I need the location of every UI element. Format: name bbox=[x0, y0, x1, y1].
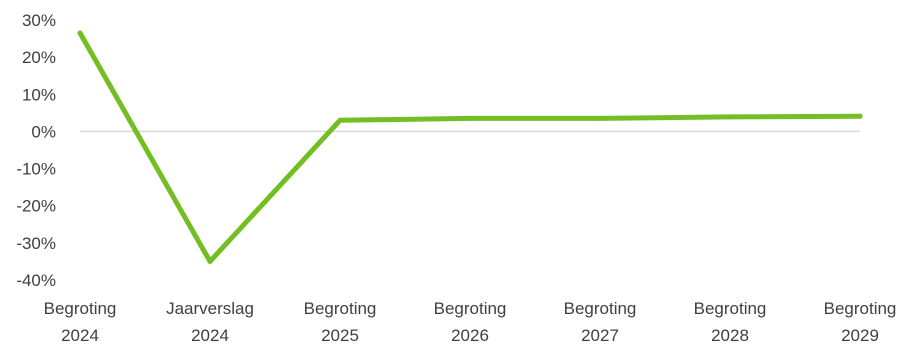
x-tick-label-line: Jaarverslag bbox=[166, 299, 254, 318]
x-tick-label-line: Begroting bbox=[564, 299, 637, 318]
x-tick-label-line: 2029 bbox=[841, 326, 879, 345]
data-point bbox=[77, 30, 83, 36]
y-tick-label: 30% bbox=[22, 11, 56, 30]
x-tick-label: Begroting 2026 bbox=[434, 299, 507, 345]
y-axis: 30% 20% 10% 0% -10% -20% -30% -40% bbox=[16, 11, 56, 290]
y-tick-label: -30% bbox=[16, 234, 56, 253]
y-tick-label: -10% bbox=[16, 160, 56, 179]
data-point bbox=[337, 117, 343, 123]
y-tick-label: 20% bbox=[22, 48, 56, 67]
x-tick-label: Begroting 2029 bbox=[824, 299, 897, 345]
x-tick-label-line: 2027 bbox=[581, 326, 619, 345]
data-point bbox=[467, 115, 473, 121]
x-tick-label: Begroting 2025 bbox=[304, 299, 377, 345]
y-tick-label: 10% bbox=[22, 85, 56, 104]
series-group bbox=[77, 30, 863, 264]
x-tick-label-line: 2024 bbox=[191, 326, 229, 345]
data-point bbox=[857, 113, 863, 119]
x-tick-label-line: Begroting bbox=[304, 299, 377, 318]
data-point bbox=[207, 258, 213, 264]
data-point bbox=[597, 115, 603, 121]
x-tick-label-line: Begroting bbox=[44, 299, 117, 318]
y-tick-label: 0% bbox=[31, 122, 56, 141]
x-tick-label-line: 2028 bbox=[711, 326, 749, 345]
x-tick-label: Jaarverslag 2024 bbox=[166, 299, 254, 345]
x-tick-label-line: 2024 bbox=[61, 326, 99, 345]
y-tick-label: -20% bbox=[16, 197, 56, 216]
x-tick-label-line: 2026 bbox=[451, 326, 489, 345]
x-tick-label-line: Begroting bbox=[824, 299, 897, 318]
y-tick-label: -40% bbox=[16, 271, 56, 290]
series-line bbox=[77, 30, 863, 264]
data-point bbox=[727, 114, 733, 120]
x-tick-label: Begroting 2028 bbox=[694, 299, 767, 345]
x-tick-label-line: Begroting bbox=[434, 299, 507, 318]
x-tick-label-line: Begroting bbox=[694, 299, 767, 318]
x-tick-label-line: 2025 bbox=[321, 326, 359, 345]
x-axis: Begroting 2024 Jaarverslag 2024 Begroting 202… bbox=[44, 299, 897, 345]
x-tick-label: Begroting 2024 bbox=[44, 299, 117, 345]
x-tick-label: Begroting 2027 bbox=[564, 299, 637, 345]
